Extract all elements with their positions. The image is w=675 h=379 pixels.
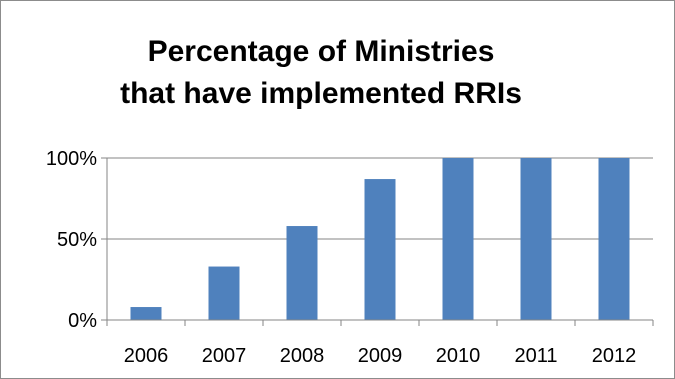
x-tick-label-2008: 2008 (280, 345, 325, 367)
bar-2007 (208, 266, 240, 320)
chart-title-line-2: that have implemented RRIs (120, 77, 522, 110)
bar-2010 (442, 158, 474, 320)
x-tick-label-2007: 2007 (202, 345, 247, 367)
chart-title: Percentage of Ministries that have imple… (31, 31, 611, 115)
y-tick-label-100: 100% (46, 148, 97, 170)
y-tick-label-50: 50% (57, 229, 97, 251)
x-tick-label-2009: 2009 (358, 345, 403, 367)
bar-2011 (520, 158, 552, 320)
bar-2006 (130, 307, 162, 320)
chart-title-line-1: Percentage of Ministries (147, 35, 495, 68)
x-tick-label-2006: 2006 (124, 345, 169, 367)
bar-2008 (286, 226, 318, 320)
bar-2012 (598, 158, 630, 320)
x-tick-label-2010: 2010 (436, 345, 481, 367)
y-tick-label-0: 0% (68, 310, 97, 332)
bar-2009 (364, 179, 396, 320)
x-tick-label-2011: 2011 (514, 345, 557, 367)
x-tick-label-2012: 2012 (592, 345, 637, 367)
